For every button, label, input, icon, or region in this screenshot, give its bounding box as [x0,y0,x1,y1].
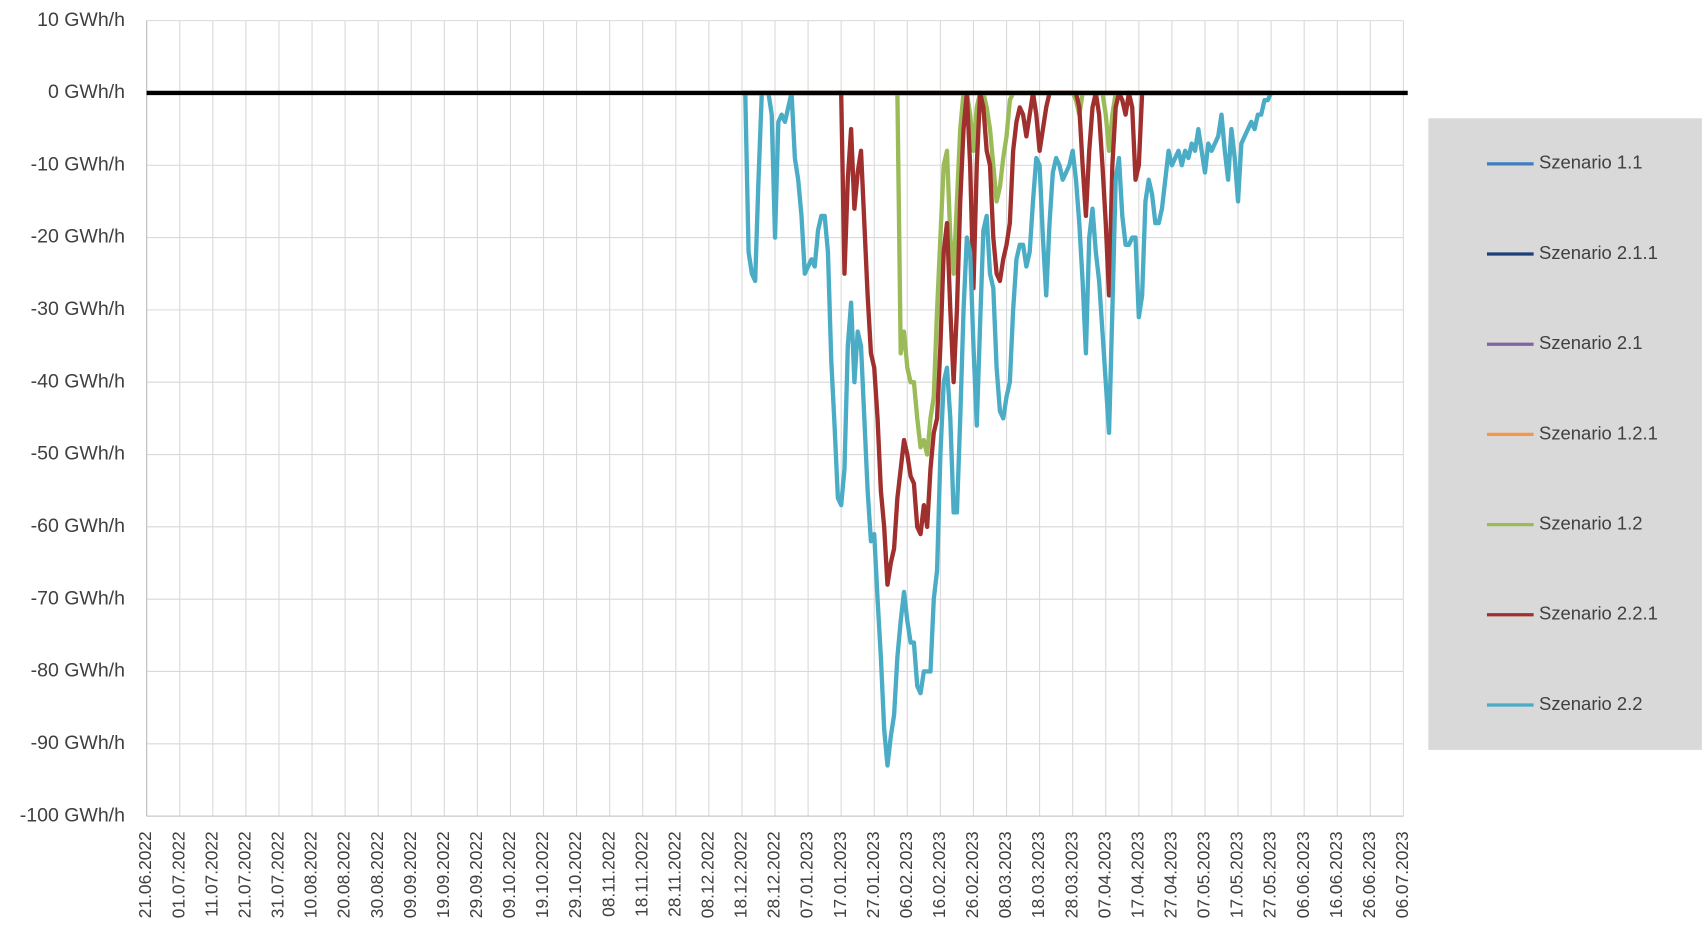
x-tick-label: 28.12.2022 [764,831,784,918]
y-tick-label: 10 GWh/h [37,9,125,31]
x-tick-label: 06.06.2023 [1293,831,1313,918]
x-tick-label: 19.09.2022 [433,831,453,918]
y-tick-label: -40 GWh/h [31,370,125,392]
x-tick-label: 20.08.2022 [334,831,354,918]
x-tick-label: 17.04.2023 [1127,831,1147,918]
series-line [837,90,1145,587]
x-tick-label: 07.05.2023 [1194,831,1214,918]
y-tick-label: -100 GWh/h [20,804,125,826]
x-tick-label: 16.06.2023 [1326,831,1346,918]
x-tick-label: 19.10.2022 [532,831,552,918]
legend-box [1428,118,1702,750]
x-tick-label: 11.07.2022 [201,831,221,917]
x-tick-label: 28.03.2023 [1061,831,1081,918]
x-tick-label: 18.11.2022 [631,831,651,917]
x-tick-label: 08.12.2022 [697,831,717,918]
x-tick-label: 16.02.2023 [929,831,949,918]
y-tick-label: -70 GWh/h [31,587,125,609]
x-tick-label: 29.10.2022 [565,831,585,918]
x-tick-label: 28.11.2022 [664,831,684,917]
legend-label: Szenario 2.2.1 [1539,603,1658,624]
x-tick-label: 01.07.2022 [168,831,188,918]
legend-label: Szenario 1.1 [1539,152,1643,173]
x-tick-label: 21.07.2022 [234,831,254,918]
y-tick-label: -30 GWh/h [31,298,125,320]
x-tick-label: 30.08.2022 [367,831,387,918]
x-tick-label: 27.04.2023 [1160,831,1180,918]
x-tick-label: 08.03.2023 [995,831,1015,918]
x-tick-label: 31.07.2022 [268,831,288,918]
x-tick-label: 18.12.2022 [731,831,751,918]
y-tick-label: -60 GWh/h [31,515,125,537]
legend-label: Szenario 2.1.1 [1539,242,1658,263]
y-tick-label: -20 GWh/h [31,226,125,248]
x-tick-label: 07.04.2023 [1094,831,1114,918]
x-tick-label: 26.06.2023 [1359,831,1379,918]
y-tick-label: -80 GWh/h [31,660,125,682]
x-tick-label: 06.02.2023 [896,831,916,918]
x-tick-label: 09.09.2022 [400,831,420,918]
x-tick-label: 06.07.2023 [1392,831,1412,918]
y-tick-label: -90 GWh/h [31,732,125,754]
x-tick-label: 29.09.2022 [466,831,486,918]
legend-label: Szenario 2.2 [1539,693,1643,714]
x-tick-label: 27.05.2023 [1260,831,1280,918]
y-tick-label: 0 GWh/h [48,81,125,103]
x-tick-label: 18.03.2023 [1028,831,1048,918]
y-tick-label: -50 GWh/h [31,443,125,465]
x-tick-label: 09.10.2022 [499,831,519,918]
legend-label: Szenario 1.2.1 [1539,422,1658,443]
x-tick-label: 27.01.2023 [863,831,883,918]
legend-label: Szenario 2.1 [1539,332,1643,353]
legend-label: Szenario 1.2 [1539,512,1643,533]
y-tick-label: -10 GWh/h [31,153,125,175]
x-tick-label: 17.01.2023 [830,831,850,918]
x-tick-label: 07.01.2023 [797,831,817,918]
x-tick-label: 10.08.2022 [301,831,321,918]
series-line [741,90,1274,768]
x-tick-label: 08.11.2022 [598,831,618,917]
x-tick-label: 17.05.2023 [1227,831,1247,918]
x-tick-label: 26.02.2023 [962,831,982,918]
x-tick-label: 21.06.2022 [135,831,155,918]
